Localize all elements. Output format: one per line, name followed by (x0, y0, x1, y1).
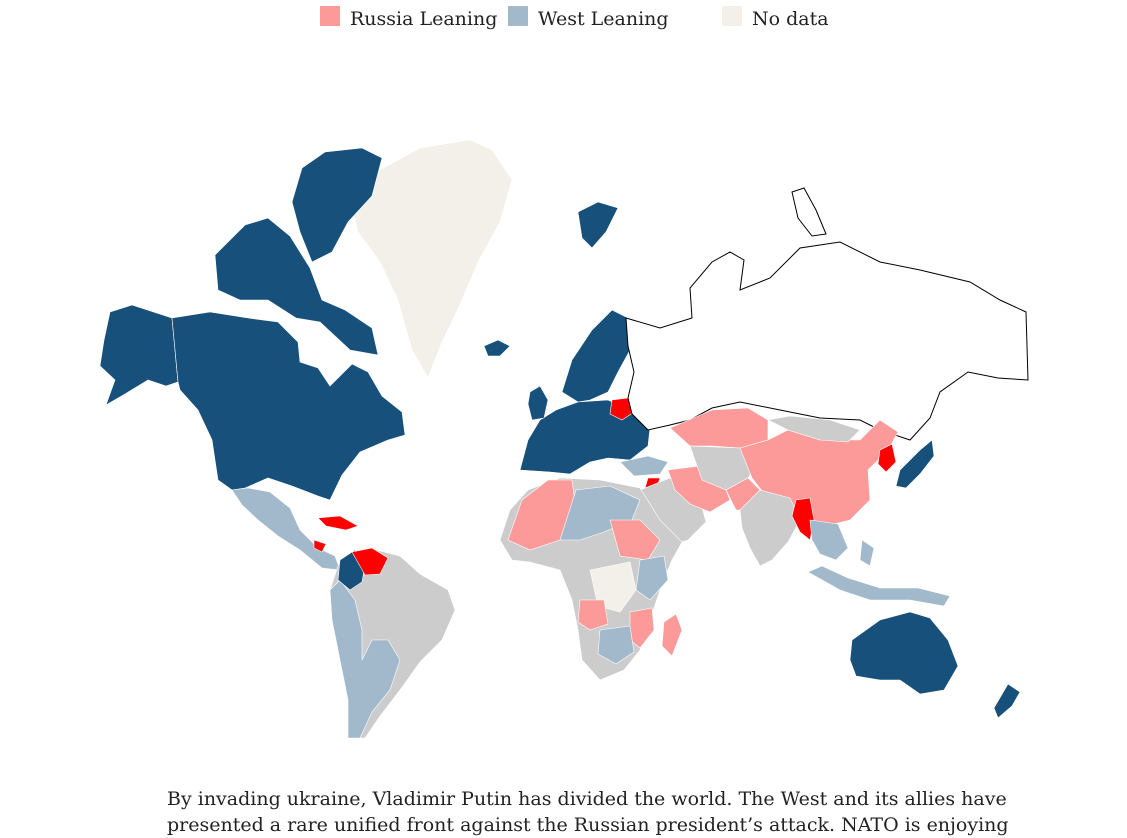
region-russia[interactable] (625, 241, 1029, 441)
legend-swatch-west-leaning (508, 6, 528, 26)
region-southern-africa[interactable] (597, 625, 635, 665)
legend-swatch-no-data (722, 6, 742, 26)
region-venezuela[interactable] (351, 547, 389, 576)
region-andes-west[interactable] (329, 579, 401, 739)
region-philippines[interactable] (859, 539, 875, 567)
region-novaya-zemlya[interactable] (791, 187, 827, 237)
region-india[interactable] (739, 489, 801, 567)
region-east-africa[interactable] (635, 555, 669, 601)
map-legend: Russia Leaning West Leaning No data (320, 6, 840, 32)
region-southeast-asia[interactable] (809, 519, 849, 561)
world-map (99, 139, 1029, 739)
region-arctic-archipelago[interactable] (214, 217, 379, 356)
region-madagascar[interactable] (661, 613, 683, 657)
region-mexico[interactable] (231, 487, 341, 571)
legend-label-no-data: No data (752, 8, 829, 30)
region-alaska[interactable] (99, 304, 179, 406)
region-cuba[interactable] (317, 515, 359, 531)
legend-item-russia-leaning: Russia Leaning (320, 6, 497, 32)
region-belarus[interactable] (609, 397, 635, 421)
caption-line-1: By invading ukraine, Vladimir Putin has … (167, 788, 1007, 810)
legend-label-west-leaning: West Leaning (538, 8, 669, 30)
region-australia[interactable] (849, 611, 959, 695)
legend-label-russia-leaning: Russia Leaning (350, 8, 498, 30)
legend-item-west-leaning: West Leaning (508, 6, 669, 32)
caption-line-2: presented a rare unified front against t… (167, 814, 1009, 836)
region-uk[interactable] (527, 385, 549, 421)
region-turkey[interactable] (619, 455, 669, 477)
region-nicaragua[interactable] (313, 539, 327, 553)
region-iceland[interactable] (483, 339, 511, 357)
region-svalbard[interactable] (577, 201, 619, 249)
region-myanmar[interactable] (791, 497, 815, 541)
region-japan[interactable] (895, 439, 935, 489)
region-sudan[interactable] (609, 519, 661, 561)
region-north-korea[interactable] (877, 443, 897, 473)
region-greenland[interactable] (349, 139, 513, 379)
region-indonesia[interactable] (807, 565, 951, 607)
region-baffin-island[interactable] (291, 147, 383, 263)
region-new-zealand[interactable] (993, 683, 1021, 719)
region-mongolia[interactable] (767, 415, 861, 443)
region-mozambique[interactable] (629, 607, 655, 649)
article-caption: By invading ukraine, Vladimir Putin has … (167, 786, 1009, 838)
region-scandinavia[interactable] (561, 309, 631, 403)
region-north-america[interactable] (171, 311, 406, 501)
legend-item-no-data: No data (722, 6, 829, 32)
region-angola[interactable] (577, 599, 609, 631)
legend-swatch-russia-leaning (320, 6, 340, 26)
